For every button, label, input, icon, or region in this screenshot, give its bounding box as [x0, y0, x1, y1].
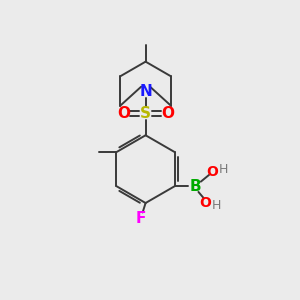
Text: O: O: [199, 196, 211, 210]
Text: B: B: [190, 178, 201, 194]
Text: O: O: [161, 106, 174, 121]
Text: O: O: [117, 106, 130, 121]
Text: F: F: [136, 211, 146, 226]
Text: H: H: [212, 199, 221, 212]
Text: H: H: [219, 163, 229, 176]
Text: N: N: [139, 84, 152, 99]
Text: O: O: [207, 165, 218, 179]
Text: S: S: [140, 106, 151, 121]
